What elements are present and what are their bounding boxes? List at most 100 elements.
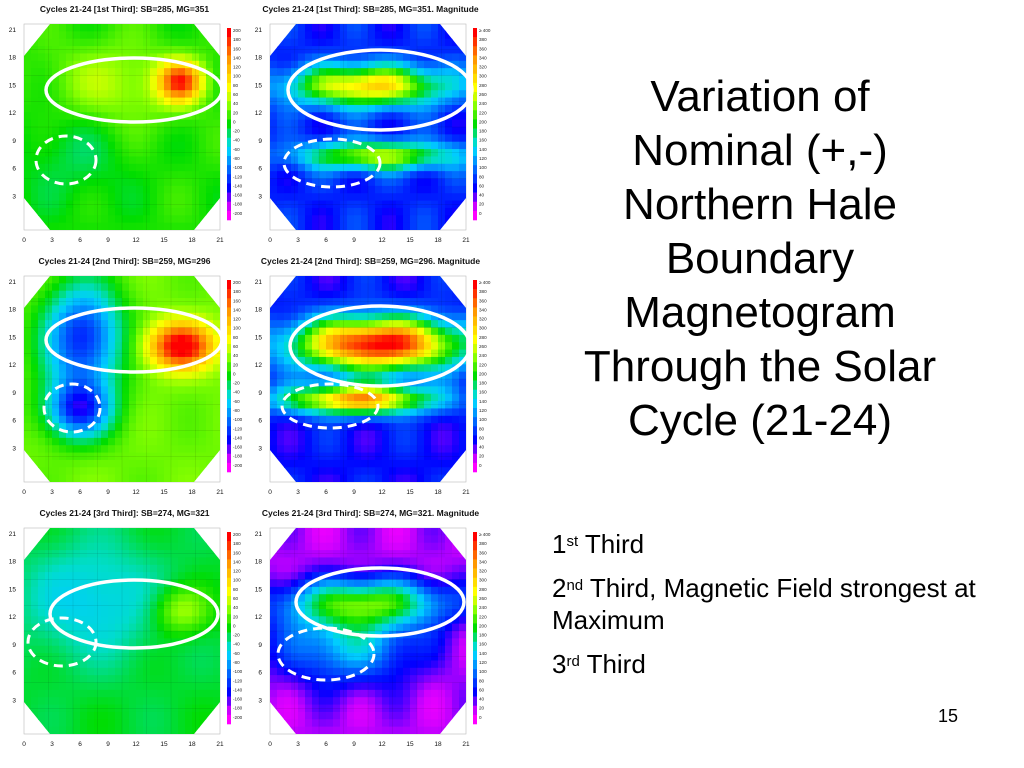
heatmap-cell <box>143 430 151 439</box>
heatmap-cell <box>38 185 46 194</box>
heatmap-cell <box>375 452 383 461</box>
heatmap-cell <box>213 149 220 158</box>
colorbar-swatch <box>473 380 477 391</box>
colorbar-label: -80 <box>233 408 240 413</box>
colorbar-swatch <box>473 28 477 38</box>
heatmap-cell <box>319 386 327 395</box>
heatmap-cell <box>136 711 144 720</box>
heatmap-cell <box>108 726 116 734</box>
heatmap-cell <box>87 726 95 734</box>
heatmap-cell <box>164 141 172 150</box>
heatmap-cell <box>185 149 193 158</box>
heatmap-cell <box>375 320 383 329</box>
heatmap-cell <box>136 572 144 581</box>
heatmap-cell <box>291 163 299 172</box>
heatmap-cell <box>80 127 88 135</box>
heatmap-cell <box>73 327 81 336</box>
contour-plot: 0 3 6 9 12 15 18 212118151296320018016014012010… <box>9 23 243 244</box>
heatmap-cell <box>108 415 116 424</box>
heatmap-cell <box>94 38 102 47</box>
heatmap-cell <box>171 557 179 566</box>
heatmap-cell <box>52 594 60 603</box>
heatmap-cell <box>354 401 362 410</box>
heatmap-cell <box>361 178 369 187</box>
heatmap-cell <box>45 82 53 91</box>
heatmap-cell <box>66 697 74 706</box>
heatmap-cell <box>59 474 67 482</box>
heatmap-cell <box>326 616 334 625</box>
heatmap-cell <box>59 528 67 536</box>
heatmap-cell <box>150 97 158 106</box>
heatmap-cell <box>298 423 306 432</box>
heatmap-cell <box>164 112 172 121</box>
heatmap-cell <box>312 616 320 625</box>
heatmap-cell <box>298 697 306 706</box>
heatmap-cell <box>73 415 81 424</box>
heatmap-cell <box>185 535 193 544</box>
heatmap-cell <box>305 572 313 581</box>
heatmap-cell <box>94 408 102 417</box>
heatmap-cell <box>305 75 313 84</box>
heatmap-cell <box>171 535 179 544</box>
heatmap-cell <box>136 719 144 728</box>
heatmap-cell <box>368 623 376 632</box>
heatmap-cell <box>31 594 39 603</box>
heatmap-cell <box>185 572 193 581</box>
heatmap-cell <box>164 104 172 113</box>
heatmap-cell <box>396 185 404 194</box>
heatmap-cell <box>431 207 439 216</box>
heatmap-cell <box>452 178 460 187</box>
heatmap-cell <box>319 459 327 468</box>
heatmap-cell <box>361 711 369 720</box>
heatmap-cell <box>368 675 376 684</box>
heatmap-cell <box>136 660 144 669</box>
heatmap-cell <box>326 631 334 639</box>
heatmap-cell <box>452 171 460 180</box>
heatmap-cell <box>136 623 144 632</box>
heatmap-cell <box>24 320 32 329</box>
heatmap-cell <box>122 638 130 647</box>
heatmap-cell <box>108 276 116 284</box>
colorbar-label: 160 <box>233 298 241 303</box>
heatmap-cell <box>129 564 137 573</box>
heatmap-cell <box>122 215 130 224</box>
heatmap-cell <box>445 334 453 343</box>
heatmap-cell <box>59 711 67 720</box>
heatmap-cell <box>101 149 109 158</box>
heatmap-cell <box>94 386 102 395</box>
heatmap-cell <box>305 535 313 544</box>
heatmap-cell <box>431 586 439 595</box>
heatmap-cell <box>403 215 411 224</box>
heatmap-cell <box>101 127 109 135</box>
heatmap-cell <box>431 97 439 106</box>
heatmap-cell <box>52 401 60 410</box>
heatmap-cell <box>340 452 348 461</box>
heatmap-cell <box>368 660 376 669</box>
heatmap-cell <box>424 638 432 647</box>
heatmap-cell <box>445 75 453 84</box>
heatmap-cell <box>108 660 116 669</box>
heatmap-cell <box>284 542 292 551</box>
heatmap-cell <box>101 564 109 573</box>
heatmap-cell <box>24 53 32 62</box>
heatmap-cell <box>199 660 207 669</box>
heatmap-cell <box>410 171 418 180</box>
heatmap-cell <box>368 178 376 187</box>
heatmap-cell <box>396 550 404 559</box>
heatmap-cell <box>94 445 102 454</box>
heatmap-cell <box>192 572 200 581</box>
heatmap-cell <box>361 726 369 734</box>
colorbar-swatch <box>227 316 231 327</box>
heatmap-cell <box>45 557 53 566</box>
heatmap-cell <box>361 528 369 536</box>
heatmap-cell <box>396 452 404 461</box>
hale-boundary-ellipse <box>286 48 474 132</box>
heatmap-cell <box>389 423 397 432</box>
heatmap-cell <box>38 342 46 351</box>
heatmap-cell <box>291 82 299 91</box>
heatmap-cell <box>31 675 39 684</box>
heatmap-cell <box>164 222 172 230</box>
heatmap-cell <box>206 579 214 588</box>
heatmap-cell <box>424 401 432 410</box>
heatmap-cell <box>206 364 214 373</box>
